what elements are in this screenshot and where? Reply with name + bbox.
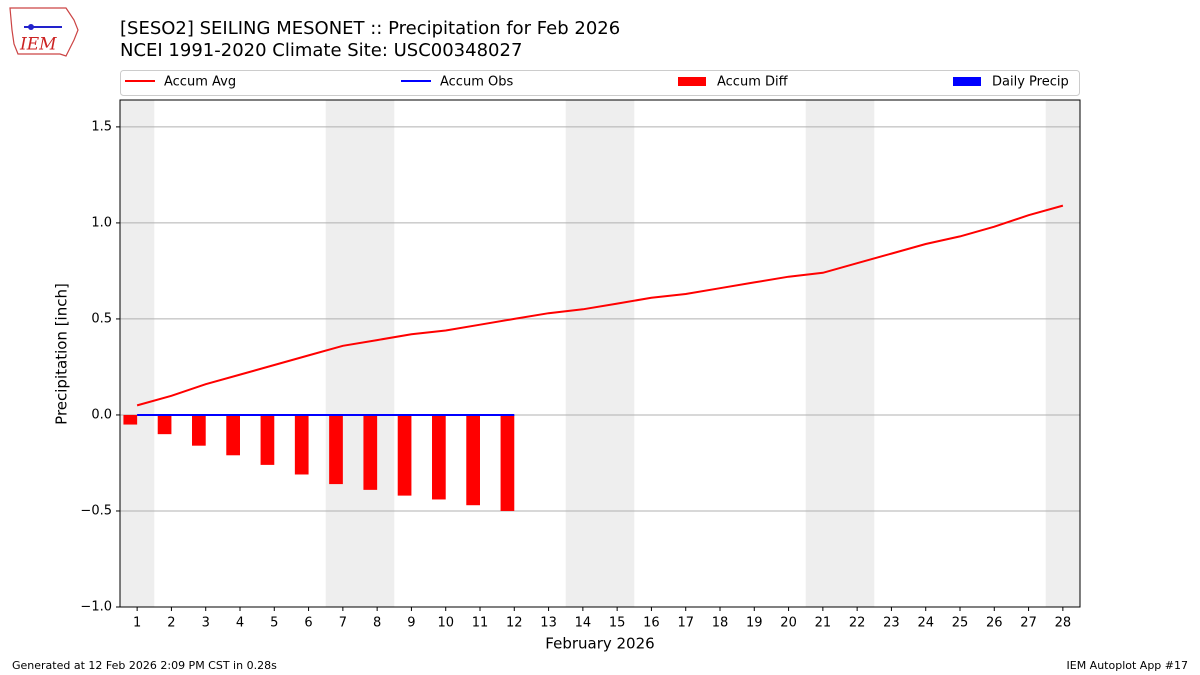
x-tick-label: 8 bbox=[373, 616, 381, 631]
chart-title: [SESO2] SEILING MESONET :: Precipitation… bbox=[120, 18, 620, 39]
logo-dot bbox=[28, 24, 34, 30]
x-tick-label: 9 bbox=[407, 616, 415, 631]
legend-label: Daily Precip bbox=[992, 75, 1069, 90]
bar bbox=[500, 414, 515, 511]
x-tick-label: 16 bbox=[643, 616, 660, 631]
bar bbox=[329, 414, 343, 485]
weekend-shade bbox=[565, 100, 600, 607]
plot-frame bbox=[119, 99, 1081, 608]
x-tick-label: 21 bbox=[815, 616, 832, 631]
bar bbox=[397, 414, 412, 496]
x-axis-label: February 2026 bbox=[545, 635, 654, 653]
x-tick-label: 14 bbox=[575, 616, 592, 631]
x-tick-label: 20 bbox=[780, 616, 797, 631]
bar bbox=[466, 414, 480, 506]
weekend-shade bbox=[360, 100, 395, 607]
logo: IEM bbox=[9, 7, 79, 57]
x-tick-label: 4 bbox=[236, 616, 244, 631]
x-tick-label: 28 bbox=[1055, 616, 1072, 631]
weekend-shade bbox=[805, 100, 840, 607]
legend-label: Accum Diff bbox=[717, 75, 789, 90]
x-tick-label: 26 bbox=[986, 616, 1003, 631]
bar bbox=[123, 414, 138, 425]
bar bbox=[226, 414, 240, 456]
x-tick-label: 18 bbox=[712, 616, 729, 631]
bar bbox=[260, 414, 275, 465]
x-tick-label: 23 bbox=[883, 616, 900, 631]
x-tick-label: 3 bbox=[202, 616, 210, 631]
y-tick-label: 0.5 bbox=[91, 311, 112, 326]
x-tick-label: 10 bbox=[437, 616, 454, 631]
x-tick-label: 12 bbox=[506, 616, 523, 631]
x-tick-label: 13 bbox=[540, 616, 557, 631]
logo-text: IEM bbox=[19, 35, 57, 55]
legend-swatch bbox=[678, 77, 706, 86]
x-tick-label: 5 bbox=[270, 616, 278, 631]
bar bbox=[363, 414, 378, 490]
legend-box bbox=[120, 70, 1080, 96]
x-tick-label: 11 bbox=[472, 616, 489, 631]
x-tick-label: 6 bbox=[304, 616, 312, 631]
footer-right: IEM Autoplot App #17 bbox=[1067, 659, 1189, 672]
bar bbox=[192, 414, 206, 446]
x-tick-label: 19 bbox=[746, 616, 763, 631]
logo-shape bbox=[9, 7, 79, 57]
footer-left: Generated at 12 Feb 2026 2:09 PM CST in … bbox=[12, 659, 277, 672]
legend-label: Accum Obs bbox=[440, 75, 513, 90]
y-axis-label: Precipitation [inch] bbox=[53, 283, 71, 425]
y-tick-label: −1.0 bbox=[80, 600, 112, 615]
x-tick-label: 1 bbox=[133, 616, 141, 631]
y-tick-label: −0.5 bbox=[80, 503, 112, 518]
x-tick-label: 27 bbox=[1020, 616, 1037, 631]
chart-subtitle: NCEI 1991-2020 Climate Site: USC00348027 bbox=[120, 40, 522, 61]
line bbox=[136, 204, 1064, 407]
weekend-shade bbox=[600, 100, 635, 607]
y-tick-label: 1.5 bbox=[91, 119, 112, 134]
legend-swatch bbox=[953, 77, 981, 86]
weekend-shade bbox=[840, 100, 875, 607]
x-tick-label: 25 bbox=[952, 616, 969, 631]
bar bbox=[432, 414, 446, 500]
weekend-shade bbox=[120, 100, 155, 607]
x-tick-label: 7 bbox=[339, 616, 347, 631]
y-tick-label: 0.0 bbox=[91, 407, 112, 422]
legend-label: Accum Avg bbox=[164, 75, 236, 90]
weekend-shade bbox=[1045, 100, 1080, 607]
weekend-shade bbox=[325, 100, 360, 607]
x-tick-label: 2 bbox=[167, 616, 175, 631]
x-tick-label: 17 bbox=[677, 616, 694, 631]
x-tick-label: 22 bbox=[849, 616, 866, 631]
x-tick-label: 15 bbox=[609, 616, 626, 631]
bar bbox=[157, 414, 172, 435]
x-tick-label: 24 bbox=[917, 616, 934, 631]
y-tick-label: 1.0 bbox=[91, 215, 112, 230]
bar bbox=[294, 414, 309, 475]
